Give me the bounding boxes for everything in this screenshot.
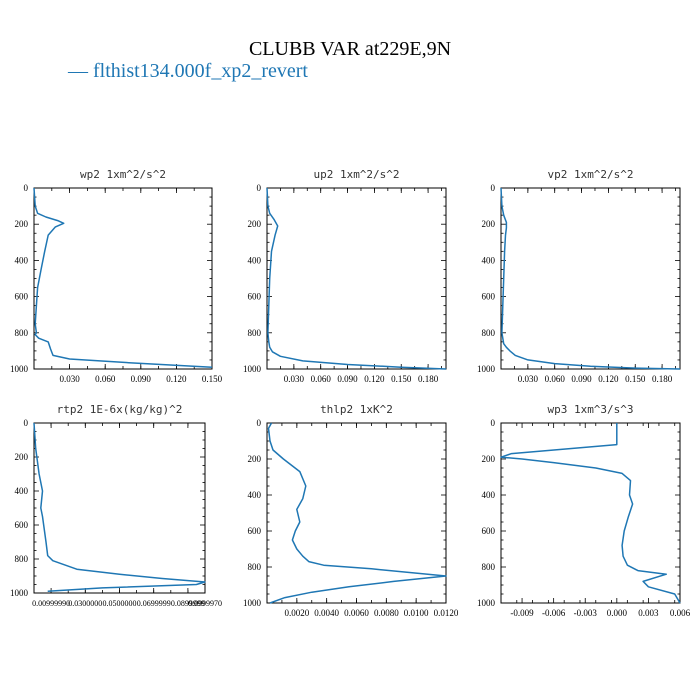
y-tick-label: 200	[15, 452, 29, 462]
x-tick-label: 0.150	[391, 374, 412, 384]
y-tick-label: 600	[248, 292, 262, 302]
y-tick-label: 200	[15, 219, 29, 229]
x-tick-label: 0.0899999	[171, 599, 205, 608]
x-tick-label: -0.006	[542, 608, 566, 618]
x-tick-label: -0.003	[574, 608, 598, 618]
x-tick-label: 0.090	[337, 374, 358, 384]
x-tick-label: 0.0300000	[68, 599, 102, 608]
chart-panel: up2 1xm^2/s^2 0 200 400 600 800 1000 0.030 0.060…	[243, 168, 447, 384]
chart-panel: wp3 1xm^3/s^3 0 200 400 600 800 1000 -0.009 -0.0…	[477, 403, 691, 618]
y-tick-label: 400	[248, 255, 262, 265]
x-tick-label: 0.090	[131, 374, 152, 384]
chart-panel: rtp2 1E-6x(kg/kg)^2 0 200 400 600 800 10000.00…	[10, 403, 222, 608]
x-tick-label: 0.030	[59, 374, 80, 384]
x-tick-label: 0.00999990	[32, 599, 70, 608]
y-tick-label: 400	[482, 255, 496, 265]
y-tick-label: 0	[491, 183, 496, 193]
x-tick-label: 0.0699999	[137, 599, 171, 608]
x-tick-label: 0.006	[670, 608, 691, 618]
x-tick-label: 0.000	[607, 608, 628, 618]
x-tick-label: 0.0060	[344, 608, 369, 618]
series-line	[33, 422, 206, 593]
y-tick-label: 1000	[10, 364, 29, 374]
x-tick-label: 0.0020	[284, 608, 309, 618]
y-tick-label: 1000	[243, 364, 262, 374]
y-tick-label: 800	[482, 562, 496, 572]
chart-panel: vp2 1xm^2/s^2 0 200 400 600 800 1000 0.030 0.060…	[477, 168, 681, 384]
panel-title: vp2 1xm^2/s^2	[547, 168, 633, 181]
y-tick-label: 1000	[477, 364, 496, 374]
series-line	[266, 187, 447, 370]
series-line	[267, 422, 447, 604]
x-tick-label: 0.003	[638, 608, 659, 618]
figure-title: CLUBB VAR at229E,9N	[249, 38, 451, 60]
y-tick-label: 400	[15, 255, 29, 265]
panel-title: wp3 1xm^3/s^3	[547, 403, 633, 416]
x-tick-label: 0.060	[545, 374, 566, 384]
x-tick-label: 0.0999970	[188, 599, 222, 608]
x-tick-label: 0.030	[518, 374, 539, 384]
x-tick-label: 0.0100	[404, 608, 429, 618]
x-tick-label: 0.120	[598, 374, 619, 384]
x-tick-label: 0.0080	[374, 608, 399, 618]
y-tick-label: 600	[15, 520, 29, 530]
y-tick-label: 800	[15, 554, 29, 564]
panel-title: thlp2 1xK^2	[320, 403, 393, 416]
x-tick-label: 0.0120	[434, 608, 459, 618]
y-tick-label: 0	[257, 183, 262, 193]
chart-panel: thlp2 1xK^2 0 200 400 600 800 1000 0.0020 0.0040…	[243, 403, 459, 618]
series-line	[33, 187, 213, 368]
panels-group: wp2 1xm^2/s^2 0 200 400 600 800 1000 0.030 0.060…	[10, 168, 691, 618]
y-tick-label: 800	[248, 562, 262, 572]
x-tick-label: 0.180	[652, 374, 673, 384]
y-tick-label: 1000	[243, 598, 262, 608]
y-tick-label: 600	[482, 292, 496, 302]
x-tick-label: 0.120	[364, 374, 385, 384]
y-tick-label: 1000	[10, 588, 29, 598]
y-tick-label: 0	[257, 418, 262, 428]
y-tick-label: 800	[248, 328, 262, 338]
x-tick-label: -0.009	[510, 608, 534, 618]
legend-entry: — flthist134.000f_xp2_revert	[67, 60, 308, 82]
x-tick-label: 0.060	[95, 374, 116, 384]
y-tick-label: 600	[248, 526, 262, 536]
panel-title: rtp2 1E-6x(kg/kg)^2	[57, 403, 183, 416]
y-tick-label: 0	[24, 418, 29, 428]
x-tick-label: 0.0040	[314, 608, 339, 618]
series-line	[500, 187, 681, 370]
chart-panel: wp2 1xm^2/s^2 0 200 400 600 800 1000 0.030 0.060…	[10, 168, 223, 384]
x-tick-label: 0.150	[202, 374, 223, 384]
y-tick-label: 400	[248, 490, 262, 500]
panel-title: up2 1xm^2/s^2	[313, 168, 399, 181]
y-tick-label: 400	[482, 490, 496, 500]
y-tick-label: 600	[15, 292, 29, 302]
x-tick-label: 0.030	[284, 374, 305, 384]
y-tick-label: 200	[482, 454, 496, 464]
y-tick-label: 0	[24, 183, 29, 193]
y-tick-label: 800	[482, 328, 496, 338]
y-tick-label: 800	[15, 328, 29, 338]
y-tick-label: 1000	[477, 598, 496, 608]
x-tick-label: 0.060	[311, 374, 332, 384]
series-line	[500, 423, 681, 604]
y-tick-label: 200	[248, 454, 262, 464]
y-tick-label: 200	[482, 219, 496, 229]
y-tick-label: 600	[482, 526, 496, 536]
x-tick-label: 0.090	[571, 374, 592, 384]
x-tick-label: 0.120	[166, 374, 187, 384]
x-tick-label: 0.180	[418, 374, 439, 384]
x-tick-label: 0.0500000	[103, 599, 137, 608]
y-tick-label: 0	[491, 418, 496, 428]
y-tick-label: 200	[248, 219, 262, 229]
x-tick-label: 0.150	[625, 374, 646, 384]
panel-title: wp2 1xm^2/s^2	[80, 168, 166, 181]
y-tick-label: 400	[15, 486, 29, 496]
